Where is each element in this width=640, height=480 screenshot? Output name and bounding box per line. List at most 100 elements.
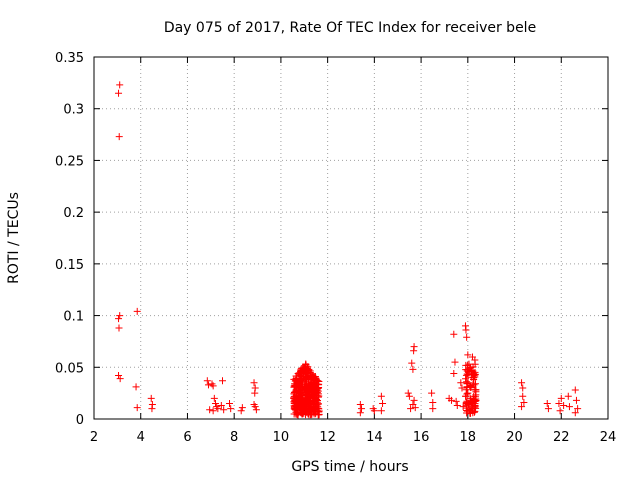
data-point	[452, 397, 460, 405]
data-point	[293, 400, 301, 408]
data-point	[312, 377, 320, 385]
data-point	[313, 407, 321, 415]
data-point	[116, 375, 124, 383]
data-point	[297, 409, 305, 417]
data-point	[408, 359, 416, 367]
data-point	[572, 396, 580, 404]
data-point	[315, 410, 323, 418]
data-point	[407, 405, 415, 413]
data-point	[204, 381, 212, 389]
data-point	[571, 386, 579, 394]
data-point	[299, 410, 307, 418]
data-point	[471, 393, 479, 401]
data-point	[370, 407, 378, 415]
data-point	[464, 351, 472, 359]
data-point	[296, 404, 304, 412]
data-point	[518, 379, 526, 387]
data-point	[379, 399, 387, 407]
data-point	[555, 399, 563, 407]
data-point	[356, 409, 364, 417]
data-point	[565, 403, 573, 411]
data-point	[462, 392, 470, 400]
x-tick-label: 20	[506, 430, 523, 445]
data-point	[404, 389, 412, 397]
data-point	[471, 403, 479, 411]
data-point	[293, 380, 301, 388]
x-tick-label: 18	[460, 430, 477, 445]
data-point	[238, 404, 246, 412]
data-point	[115, 89, 123, 97]
data-point	[214, 405, 222, 413]
data-point	[297, 366, 305, 374]
chart-title: Day 075 of 2017, Rate Of TEC Index for r…	[164, 20, 536, 36]
data-point	[209, 382, 217, 390]
data-point	[115, 372, 123, 380]
data-point	[307, 379, 315, 387]
x-tick-label: 4	[137, 430, 145, 445]
x-axis-ticks: 2 4 6 8 10 12 14 16 18 20 22 24	[90, 57, 616, 445]
data-point	[377, 392, 385, 400]
data-point	[457, 379, 465, 387]
data-point	[464, 361, 472, 369]
data-point	[299, 391, 307, 399]
data-point	[469, 370, 477, 378]
data-point	[458, 384, 466, 392]
data-point	[220, 406, 228, 414]
data-point	[411, 404, 419, 412]
data-point	[203, 377, 211, 385]
y-tick-label: 0.2	[63, 206, 84, 221]
y-tick-label: 0.25	[55, 154, 84, 169]
data-point	[116, 81, 124, 89]
data-point	[450, 369, 458, 377]
data-point	[219, 377, 226, 385]
x-tick-label: 8	[230, 430, 238, 445]
data-point	[410, 396, 418, 404]
data-point	[463, 399, 471, 407]
data-point	[564, 392, 572, 400]
data-point	[132, 383, 140, 391]
data-point	[115, 133, 123, 141]
y-tick-label: 0	[76, 413, 84, 428]
data-point	[453, 402, 461, 410]
data-point	[305, 411, 313, 419]
x-tick-label: 12	[319, 430, 336, 445]
data-point	[302, 377, 310, 385]
data-point	[302, 363, 310, 371]
data-point	[148, 405, 156, 413]
data-point	[206, 406, 214, 414]
data-point	[450, 330, 458, 338]
data-point	[518, 403, 526, 411]
data-point	[462, 326, 470, 334]
data-point	[312, 388, 320, 396]
y-axis-ticks: 0 0.05 0.1 0.15 0.2 0.25 0.3 0.35	[55, 51, 608, 428]
data-point	[309, 390, 317, 398]
data-point	[252, 406, 260, 414]
data-point	[519, 392, 527, 400]
data-point	[307, 408, 315, 416]
data-point	[250, 379, 258, 387]
data-point	[462, 375, 470, 383]
data-point	[574, 405, 582, 413]
y-tick-label: 0.05	[55, 361, 84, 376]
data-points	[115, 81, 582, 419]
data-point	[296, 371, 304, 379]
data-point	[227, 405, 235, 413]
data-point	[405, 392, 413, 400]
data-point	[116, 312, 124, 320]
data-point	[429, 405, 437, 413]
data-point	[310, 380, 318, 388]
data-point	[311, 394, 319, 402]
data-point	[560, 402, 568, 410]
data-point	[209, 407, 217, 415]
data-point	[251, 389, 259, 397]
data-point	[571, 409, 579, 417]
data-point	[290, 390, 298, 398]
data-point	[226, 399, 234, 407]
data-point	[358, 405, 366, 413]
y-tick-label: 0.35	[55, 51, 84, 66]
data-point	[459, 403, 467, 411]
data-point	[300, 384, 308, 392]
data-point	[468, 398, 476, 406]
data-point	[295, 397, 303, 405]
data-point	[377, 407, 385, 415]
